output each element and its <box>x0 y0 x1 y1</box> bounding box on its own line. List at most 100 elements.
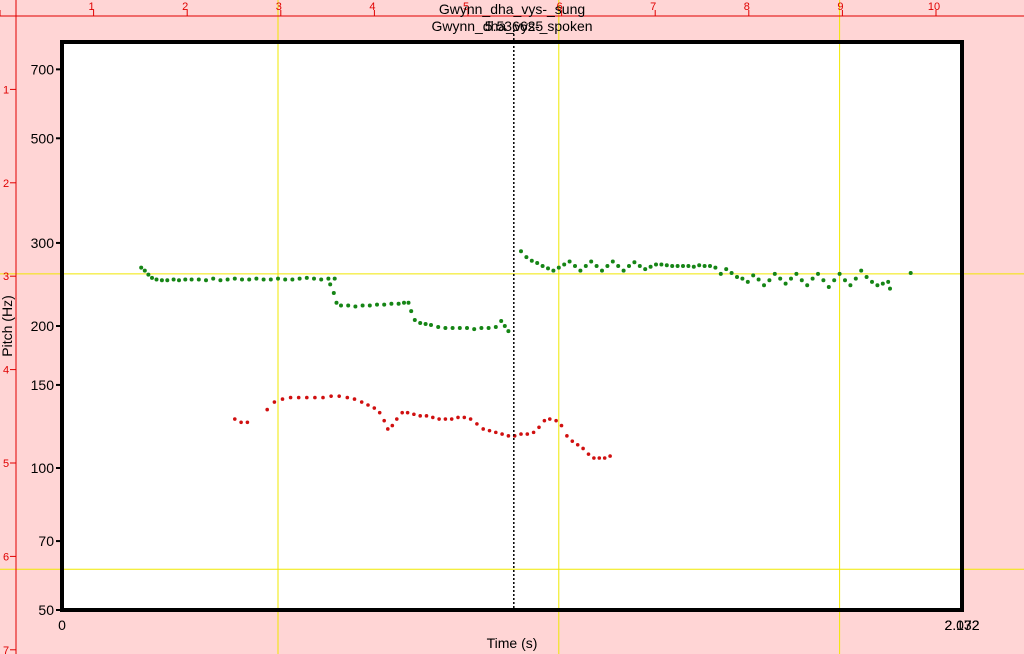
left-ruler-label: 5 <box>3 458 9 470</box>
sung-point <box>583 264 588 269</box>
sung-point <box>276 276 280 281</box>
spoken-point <box>608 454 612 458</box>
spoken-point <box>542 418 547 423</box>
top-ruler-label: 7 <box>650 1 656 13</box>
spoken-point <box>581 446 585 451</box>
title-sung: Gwynn_dha_vys-_sung <box>439 1 585 17</box>
sung-point <box>261 277 266 282</box>
sung-point <box>353 304 358 309</box>
sung-point <box>691 264 696 269</box>
sung-point <box>632 260 637 265</box>
sung-point <box>697 263 702 268</box>
sung-point <box>142 268 147 273</box>
sung-point <box>648 264 653 269</box>
sung-point <box>204 278 208 283</box>
sung-point <box>290 277 295 282</box>
spoken-point <box>321 395 325 400</box>
sung-point <box>702 264 707 269</box>
sung-point <box>450 326 455 331</box>
sung-point <box>519 249 523 254</box>
left-ruler-label: 4 <box>3 365 9 377</box>
left-ruler-label: 3 <box>3 271 9 283</box>
sung-point <box>423 321 428 326</box>
sung-point <box>268 277 273 282</box>
sung-point <box>360 303 365 308</box>
sung-point <box>826 284 831 289</box>
sung-point <box>339 303 343 308</box>
x-tick-right-a: 2.032 <box>944 617 979 633</box>
sung-point <box>225 277 230 282</box>
sung-point <box>843 278 847 283</box>
sung-point <box>171 277 176 282</box>
sung-point <box>472 327 477 332</box>
spoken-point <box>570 439 575 443</box>
sung-point <box>409 309 414 314</box>
x-axis-label: Time (s) <box>487 635 538 651</box>
top-ruler-label: 9 <box>837 1 843 13</box>
top-ruler-label: 10 <box>928 1 940 13</box>
sung-point <box>637 264 642 269</box>
spoken-point <box>329 394 333 398</box>
sung-point <box>346 303 351 308</box>
y-axis: 50 70 100 150 200 300 500 700 <box>31 61 62 618</box>
sung-point <box>146 272 151 277</box>
sung-point <box>499 318 504 323</box>
spoken-point <box>592 456 596 460</box>
sung-point <box>196 277 201 282</box>
spoken-point <box>352 397 357 401</box>
sung-point <box>810 276 815 281</box>
spoken-point <box>239 420 243 425</box>
sung-point <box>139 265 144 270</box>
sung-point <box>332 276 337 281</box>
sung-point <box>600 268 604 273</box>
sung-point <box>789 276 793 281</box>
sung-point <box>643 267 648 272</box>
sung-point <box>382 302 387 307</box>
spoken-point <box>280 397 285 401</box>
sung-point <box>708 264 712 269</box>
spoken-point <box>337 394 342 398</box>
sung-point <box>375 302 379 307</box>
spoken-point <box>548 417 552 421</box>
left-ruler-label: 1 <box>3 84 9 96</box>
sung-point <box>402 300 406 305</box>
sung-point <box>908 271 913 276</box>
sung-point <box>594 264 599 269</box>
sung-point <box>254 276 259 281</box>
sung-point <box>211 276 216 281</box>
sung-point <box>686 264 691 269</box>
sung-point <box>319 277 324 282</box>
sung-point <box>837 271 842 276</box>
spoken-point <box>245 420 250 425</box>
sung-point <box>312 276 316 281</box>
sung-point <box>756 277 761 282</box>
spoken-point <box>554 418 558 423</box>
sung-point <box>578 268 583 273</box>
top-ruler-label: 6 <box>557 1 563 13</box>
spoken-point <box>468 417 473 421</box>
sung-point <box>875 283 880 288</box>
spoken-point <box>424 414 429 418</box>
sung-point <box>880 281 885 286</box>
spoken-point <box>305 395 309 400</box>
spoken-point <box>372 406 377 410</box>
y-tick-label: 150 <box>31 377 55 393</box>
sung-point <box>853 276 858 281</box>
sung-point <box>718 271 723 276</box>
sung-point <box>183 277 188 282</box>
spoken-point <box>456 415 460 420</box>
sung-point <box>297 276 302 281</box>
y-tick-label: 300 <box>31 235 55 251</box>
sung-point <box>436 325 441 330</box>
sung-point <box>886 279 891 284</box>
sung-point <box>457 326 462 331</box>
spoken-point <box>565 434 569 438</box>
spoken-point <box>288 395 293 400</box>
y-axis-label: Pitch (Hz) <box>0 295 15 356</box>
sung-point <box>724 267 729 272</box>
left-ruler-label: 2 <box>3 178 9 190</box>
sung-point <box>735 275 739 280</box>
sung-point <box>870 279 874 284</box>
